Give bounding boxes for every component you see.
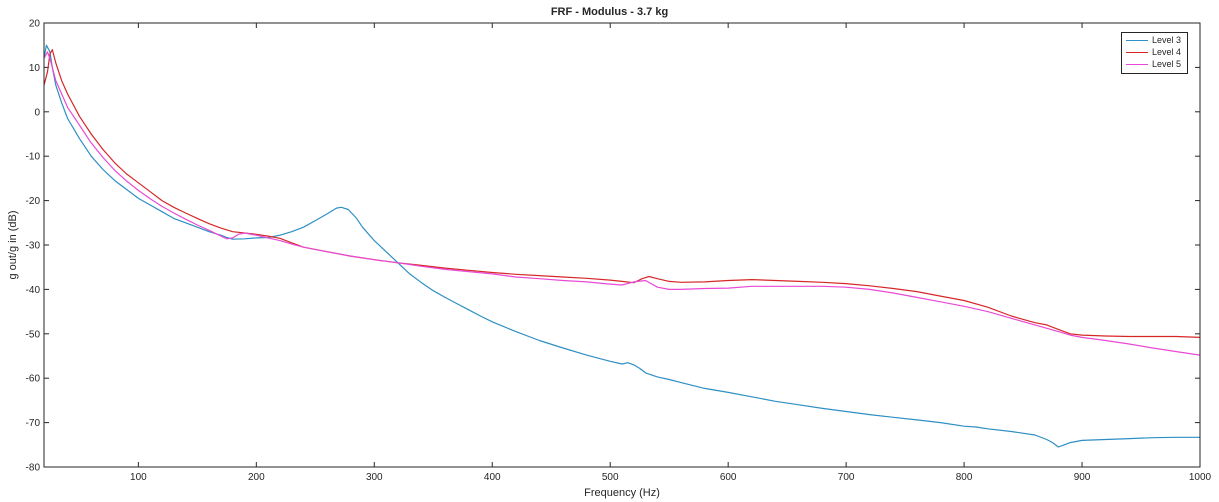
legend-item-level-5: Level 5 bbox=[1122, 58, 1187, 70]
x-tick-label: 900 bbox=[1074, 472, 1091, 483]
x-tick-label: 1000 bbox=[1189, 472, 1212, 483]
x-axis-label: Frequency (Hz) bbox=[584, 487, 660, 499]
legend-swatch bbox=[1126, 40, 1148, 41]
series-lines bbox=[43, 44, 1201, 448]
x-tick-label: 200 bbox=[248, 472, 265, 483]
legend-item-level-3: Level 3 bbox=[1122, 34, 1187, 46]
y-tick-label: -80 bbox=[26, 463, 41, 474]
x-tick-label: 800 bbox=[956, 472, 973, 483]
x-tick-label: 300 bbox=[366, 472, 383, 483]
y-tick-label: 20 bbox=[29, 19, 41, 30]
y-tick-label: -30 bbox=[26, 241, 41, 252]
y-tick-label: -10 bbox=[26, 152, 41, 163]
y-tick-label: -40 bbox=[26, 285, 41, 296]
chart-title: FRF - Modulus - 3.7 kg bbox=[550, 6, 669, 18]
plot-frame bbox=[43, 22, 1201, 468]
legend-label: Level 3 bbox=[1152, 35, 1182, 45]
y-tick-label: 10 bbox=[29, 63, 41, 74]
x-tick-label: 600 bbox=[720, 472, 737, 483]
x-tick-label: 400 bbox=[484, 472, 501, 483]
x-tick-label: 100 bbox=[130, 472, 147, 483]
legend-label: Level 5 bbox=[1152, 59, 1182, 69]
legend-item-level-4: Level 4 bbox=[1122, 46, 1187, 58]
legend-swatch bbox=[1126, 52, 1148, 53]
series-line-level-5 bbox=[43, 51, 1201, 356]
legend-swatch bbox=[1126, 64, 1148, 65]
y-tick-label: -60 bbox=[26, 374, 41, 385]
y-tick-label: 0 bbox=[34, 107, 40, 118]
series-line-level-4 bbox=[43, 49, 1201, 338]
chart-legend: Level 3 Level 4 Level 5 bbox=[1121, 32, 1188, 74]
series-line-level-3 bbox=[43, 44, 1200, 448]
y-axis-label: g out/g in (dB) bbox=[7, 210, 19, 280]
x-tick-label: 500 bbox=[602, 472, 619, 483]
x-tick-label: 700 bbox=[838, 472, 855, 483]
y-tick-label: -20 bbox=[26, 196, 41, 207]
legend-label: Level 4 bbox=[1152, 47, 1182, 57]
y-tick-label: -50 bbox=[26, 329, 41, 340]
axis-ticks: 100 200 300 400 500 600 700 800 900 100020100-10-… bbox=[26, 19, 1212, 484]
y-tick-label: -70 bbox=[26, 418, 41, 429]
